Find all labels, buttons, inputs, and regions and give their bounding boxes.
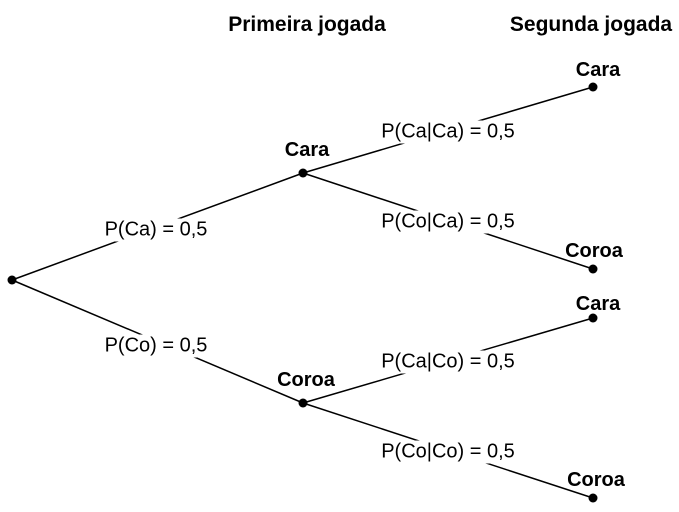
node-label-leaf-coroa-cara: Coroa xyxy=(565,240,623,262)
node-label-first-coroa: Coroa xyxy=(277,369,335,391)
probability-label-p-co: P(Co) = 0,5 xyxy=(101,334,211,358)
probability-label-p-co-given-ca: P(Co|Ca) = 0,5 xyxy=(378,210,518,234)
node-first-coroa-dot xyxy=(298,398,308,408)
node-label-leaf-cara-cara: Cara xyxy=(575,59,621,81)
probability-label-p-ca-given-ca: P(Ca|Ca) = 0,5 xyxy=(378,120,518,144)
node-label-first-cara: Cara xyxy=(284,139,330,161)
node-label-leaf-coroa-coroa: Coroa xyxy=(567,469,625,491)
node-first-cara-dot xyxy=(298,168,308,178)
node-leaf-coroa-coroa-dot xyxy=(588,493,598,503)
node-leaf-cara-cara-dot xyxy=(588,82,598,92)
column-header-first-play: Primeira jogada xyxy=(228,13,386,36)
probability-label-p-ca: P(Ca) = 0,5 xyxy=(101,218,211,242)
probability-label-p-ca-given-co: P(Ca|Co) = 0,5 xyxy=(378,350,518,374)
node-leaf-coroa-cara-dot xyxy=(588,264,598,274)
column-header-second-play: Segunda jogada xyxy=(509,13,673,36)
node-leaf-cara-coroa-dot xyxy=(588,313,598,323)
node-label-leaf-cara-coroa: Cara xyxy=(575,293,621,315)
probability-label-p-co-given-co: P(Co|Co) = 0,5 xyxy=(378,440,518,464)
node-root-dot xyxy=(7,275,17,285)
